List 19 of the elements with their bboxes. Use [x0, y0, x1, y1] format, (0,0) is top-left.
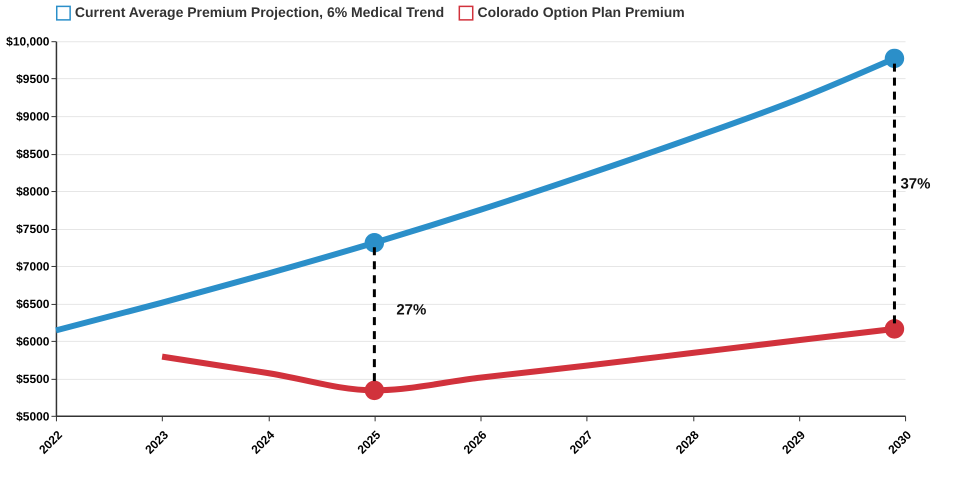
y-tick-label: $8000	[16, 184, 50, 199]
annotation: 37%	[900, 176, 930, 193]
point	[364, 233, 384, 252]
point	[884, 319, 904, 339]
y-tick-label: $5500	[16, 372, 50, 386]
annotation: 27%	[396, 301, 426, 318]
legend-label: Colorado Option Plan Premium	[478, 4, 685, 20]
y-tick-label: $9500	[16, 72, 50, 86]
y-tick-label: $5000	[16, 409, 50, 424]
y-tick-label: $6000	[16, 334, 50, 348]
point	[884, 48, 904, 68]
point	[364, 380, 384, 400]
y-tick-label: $7500	[16, 222, 50, 236]
y-tick-label: $6500	[16, 296, 50, 311]
y-tick-label: $9000	[16, 110, 50, 124]
y-tick-label: $10,000	[6, 34, 50, 49]
y-tick-label: $8500	[16, 147, 50, 162]
y-tick-label: $7000	[16, 259, 50, 274]
legend-label: Current Average Premium Projection, 6% Medical Trend	[74, 4, 444, 20]
